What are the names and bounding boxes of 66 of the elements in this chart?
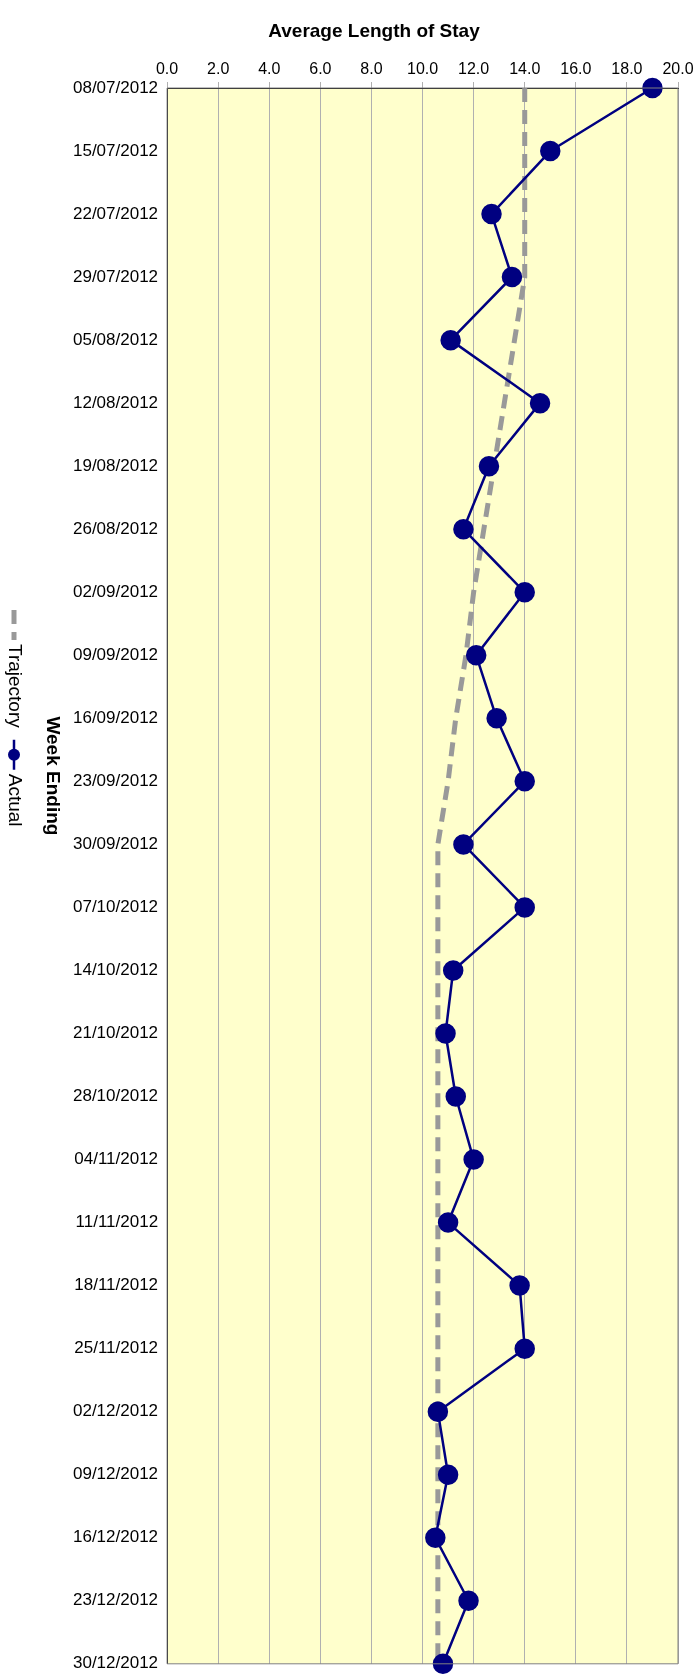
point <box>540 140 561 162</box>
x-tick-label: 8.0 <box>360 59 383 77</box>
point <box>463 1149 484 1170</box>
point <box>432 1653 454 1675</box>
point <box>435 1023 456 1044</box>
y-tick-label: 25/11/2012 <box>74 1338 159 1358</box>
point <box>514 897 535 918</box>
point <box>437 1464 459 1485</box>
point <box>427 1401 449 1422</box>
x-tick-label: 10.0 <box>406 59 439 77</box>
y-tick-label: 23/09/2012 <box>72 771 159 791</box>
point <box>514 771 535 792</box>
point <box>458 1590 479 1612</box>
y-tick-label: 19/08/2012 <box>72 455 159 475</box>
y-tick-label: 16/12/2012 <box>72 1527 159 1547</box>
y-tick-label: 29/07/2012 <box>72 266 159 286</box>
chart-title: Average Length of Stay <box>268 19 481 41</box>
x-tick-label: 0.0 <box>155 59 179 77</box>
point <box>440 329 461 351</box>
y-tick-label: 30/09/2012 <box>72 834 159 854</box>
y-tick-label: 09/12/2012 <box>72 1464 159 1484</box>
point <box>453 518 474 540</box>
legend-label: Actual <box>4 773 26 827</box>
x-tick-label: 4.0 <box>258 59 281 77</box>
y-tick-label: 12/08/2012 <box>72 392 159 412</box>
y-tick-label: 11/11/2012 <box>75 1212 159 1232</box>
y-tick-label: 07/10/2012 <box>72 897 159 917</box>
y-tick-label: 23/12/2012 <box>72 1590 159 1610</box>
point <box>442 960 464 981</box>
y-tick-label: 30/12/2012 <box>72 1653 159 1673</box>
point <box>509 1275 530 1296</box>
y-tick-label: 04/11/2012 <box>74 1149 159 1169</box>
legend-label: Trajectory <box>4 644 26 729</box>
point <box>481 203 502 225</box>
y-tick-label: 05/08/2012 <box>72 329 159 349</box>
y-tick-label: 21/10/2012 <box>72 1023 159 1043</box>
y-tick-label: 28/10/2012 <box>72 1086 159 1106</box>
x-tick-label: 16.0 <box>560 59 592 77</box>
y-tick-label: 15/07/2012 <box>72 140 159 160</box>
point <box>529 392 551 414</box>
x-tick-label: 6.0 <box>309 59 332 77</box>
y-tick-label: 02/09/2012 <box>72 581 159 601</box>
point <box>514 1338 535 1359</box>
point <box>501 266 523 288</box>
x-tick-label: 12.0 <box>458 59 490 77</box>
y-tick-label: 08/07/2012 <box>72 77 159 97</box>
point <box>478 455 500 477</box>
point <box>425 1527 446 1548</box>
point <box>514 582 535 603</box>
x-tick-label: 14.0 <box>509 59 541 77</box>
y-tick-label: 18/11/2012 <box>74 1275 159 1295</box>
x-tick-label: 2.0 <box>207 59 230 77</box>
point <box>453 834 474 855</box>
point <box>486 708 507 729</box>
y-tick-label: 02/12/2012 <box>72 1401 159 1421</box>
y-tick-label: 22/07/2012 <box>72 203 159 223</box>
x-tick-label: 20.0 <box>662 59 694 77</box>
y-tick-label: 16/09/2012 <box>72 708 159 728</box>
y-axis-title: Week Ending <box>42 716 64 836</box>
y-tick-label: 09/09/2012 <box>72 644 159 664</box>
point <box>465 645 487 666</box>
x-tick-label: 18.0 <box>611 59 643 77</box>
y-tick-label: 26/08/2012 <box>72 518 159 538</box>
point <box>437 1212 459 1233</box>
y-tick-label: 14/10/2012 <box>72 960 159 980</box>
point <box>445 1086 466 1107</box>
